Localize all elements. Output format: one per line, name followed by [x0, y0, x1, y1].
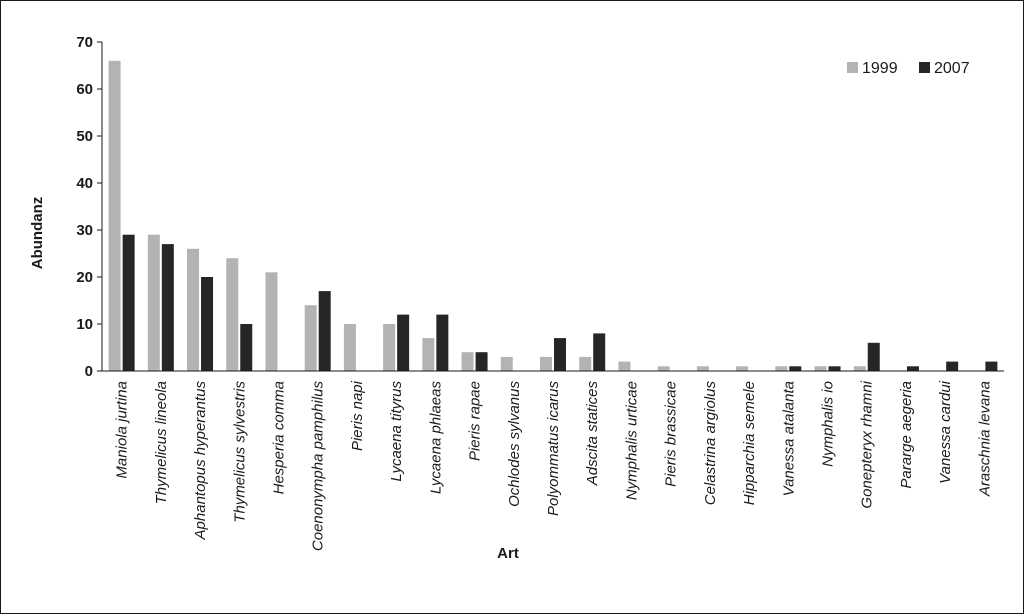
- bar-2007: [397, 314, 410, 371]
- y-tick-label: 30: [76, 222, 93, 239]
- bar-2007: [201, 277, 214, 371]
- bar-1999: [422, 338, 435, 371]
- legend-label-2007: 2007: [934, 60, 970, 77]
- bar-1999: [265, 272, 278, 371]
- bar-1999: [304, 305, 317, 371]
- bar-2007: [828, 366, 841, 371]
- legend-label-1999: 1999: [862, 60, 898, 77]
- bar-1999: [618, 361, 631, 371]
- x-tick-label: Vanessa atalanta: [780, 381, 797, 496]
- bar-1999: [775, 366, 788, 371]
- legend-swatch-2007: [919, 62, 930, 73]
- bar-1999: [461, 352, 474, 371]
- x-tick-label: Thymelicus sylvestris: [231, 381, 248, 523]
- x-tick-label: Adscita statices: [584, 381, 601, 487]
- x-tick-label: Araschnia levana: [976, 381, 993, 497]
- bar-2007: [122, 234, 135, 371]
- bar-2007: [436, 314, 449, 371]
- bar-2007: [985, 361, 998, 371]
- bar-1999: [853, 366, 866, 371]
- bar-1999: [383, 324, 396, 371]
- x-tick-label: Maniola jurtina: [114, 381, 131, 479]
- y-tick-label: 60: [76, 81, 93, 98]
- bars: [108, 60, 998, 372]
- bar-1999: [500, 356, 513, 371]
- bar-1999: [147, 234, 160, 371]
- x-tick-label: Pieris rapae: [467, 381, 484, 461]
- x-tick-label: Polyommatus icarus: [545, 381, 562, 517]
- x-tick-label: Thymelicus lineola: [153, 381, 170, 504]
- x-tick-label: Gonepteryx rhamni: [859, 380, 876, 508]
- y-axis-ticks: 0 10 20 30 40 50 60 70: [76, 34, 102, 380]
- bar-2007: [906, 366, 919, 371]
- bar-2007: [946, 361, 959, 371]
- bar-1999: [814, 366, 827, 371]
- x-tick-label: Hesperia comma: [270, 381, 287, 494]
- bar-1999: [187, 248, 200, 371]
- bar-2007: [161, 244, 174, 371]
- legend: 1999 2007: [847, 60, 970, 77]
- bar-1999: [540, 356, 552, 371]
- bar-2007: [593, 333, 606, 371]
- bar-2007: [554, 338, 566, 371]
- bar-2007: [867, 342, 880, 371]
- bar-2007: [318, 291, 331, 371]
- x-tick-label: Nymphalis io: [820, 381, 837, 467]
- y-tick-label: 70: [76, 34, 93, 51]
- x-axis-title: Art: [497, 545, 519, 562]
- y-tick-label: 20: [76, 269, 93, 286]
- y-tick-label: 50: [76, 128, 93, 145]
- x-axis-category-labels: Maniola jurtina Thymelicus lineola Aphanto…: [114, 380, 994, 551]
- x-tick-label: Nymphalis urticae: [623, 381, 640, 500]
- x-tick-label: Ochlodes sylvanus: [506, 381, 523, 507]
- x-tick-label: Vanessa cardui: [937, 380, 954, 484]
- y-tick-label: 0: [85, 363, 93, 380]
- x-tick-label: Pararge aegeria: [898, 381, 915, 489]
- bar-2007: [475, 352, 488, 371]
- x-tick-label: Lycaena phlaeas: [427, 381, 444, 495]
- x-tick-label: Hipparchia semele: [741, 381, 758, 505]
- bar-1999: [226, 258, 239, 371]
- x-tick-label: Aphantopus hyperantus: [192, 381, 209, 541]
- bar-1999: [696, 366, 709, 371]
- y-axis-title: Abundanz: [29, 197, 46, 270]
- legend-swatch-1999: [847, 62, 858, 73]
- x-tick-label: Coenonympha pamphilus: [310, 381, 327, 552]
- y-tick-label: 10: [76, 316, 93, 333]
- bar-1999: [108, 60, 121, 372]
- bar-2007: [789, 366, 802, 371]
- y-tick-label: 40: [76, 175, 93, 192]
- bar-1999: [657, 366, 670, 371]
- x-tick-label: Pieris brassicae: [663, 381, 680, 487]
- bar-1999: [736, 366, 749, 371]
- x-tick-label: Pieris napi: [349, 380, 366, 451]
- bar-2007: [240, 324, 253, 371]
- x-tick-label: Lycaena tityrus: [388, 381, 405, 482]
- x-tick-label: Celastrina argiolus: [702, 381, 719, 506]
- bar-1999: [343, 324, 356, 371]
- bar-1999: [579, 356, 592, 371]
